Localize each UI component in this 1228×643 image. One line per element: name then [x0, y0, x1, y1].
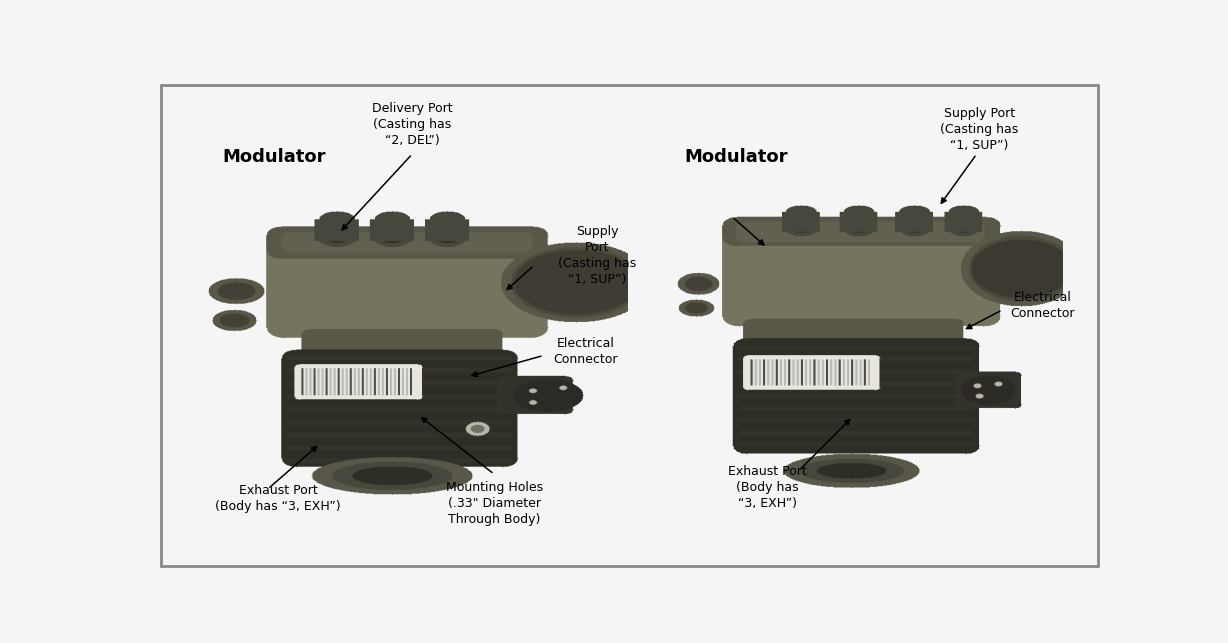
- Text: Supply
Port
(Casting has
“1, SUP”): Supply Port (Casting has “1, SUP”): [558, 225, 636, 286]
- Text: Supply Port
(Casting has
“1, SUP”): Supply Port (Casting has “1, SUP”): [941, 107, 1019, 152]
- Text: Electrical
Connector: Electrical Connector: [1011, 291, 1074, 320]
- Text: Modulator: Modulator: [222, 149, 325, 167]
- Text: Mounting Holes
(.33" Diameter
Through Body): Mounting Holes (.33" Diameter Through Bo…: [446, 482, 543, 527]
- Text: Electrical
Connector: Electrical Connector: [553, 338, 618, 367]
- Text: Delivery Port
(Casting has
“2, DEL”): Delivery Port (Casting has “2, DEL”): [372, 102, 453, 147]
- Text: Exhaust Port
(Body has
“3, EXH”): Exhaust Port (Body has “3, EXH”): [728, 465, 807, 510]
- Text: Exhaust Port
(Body has “3, EXH”): Exhaust Port (Body has “3, EXH”): [215, 484, 341, 514]
- Text: Modulator: Modulator: [684, 149, 788, 167]
